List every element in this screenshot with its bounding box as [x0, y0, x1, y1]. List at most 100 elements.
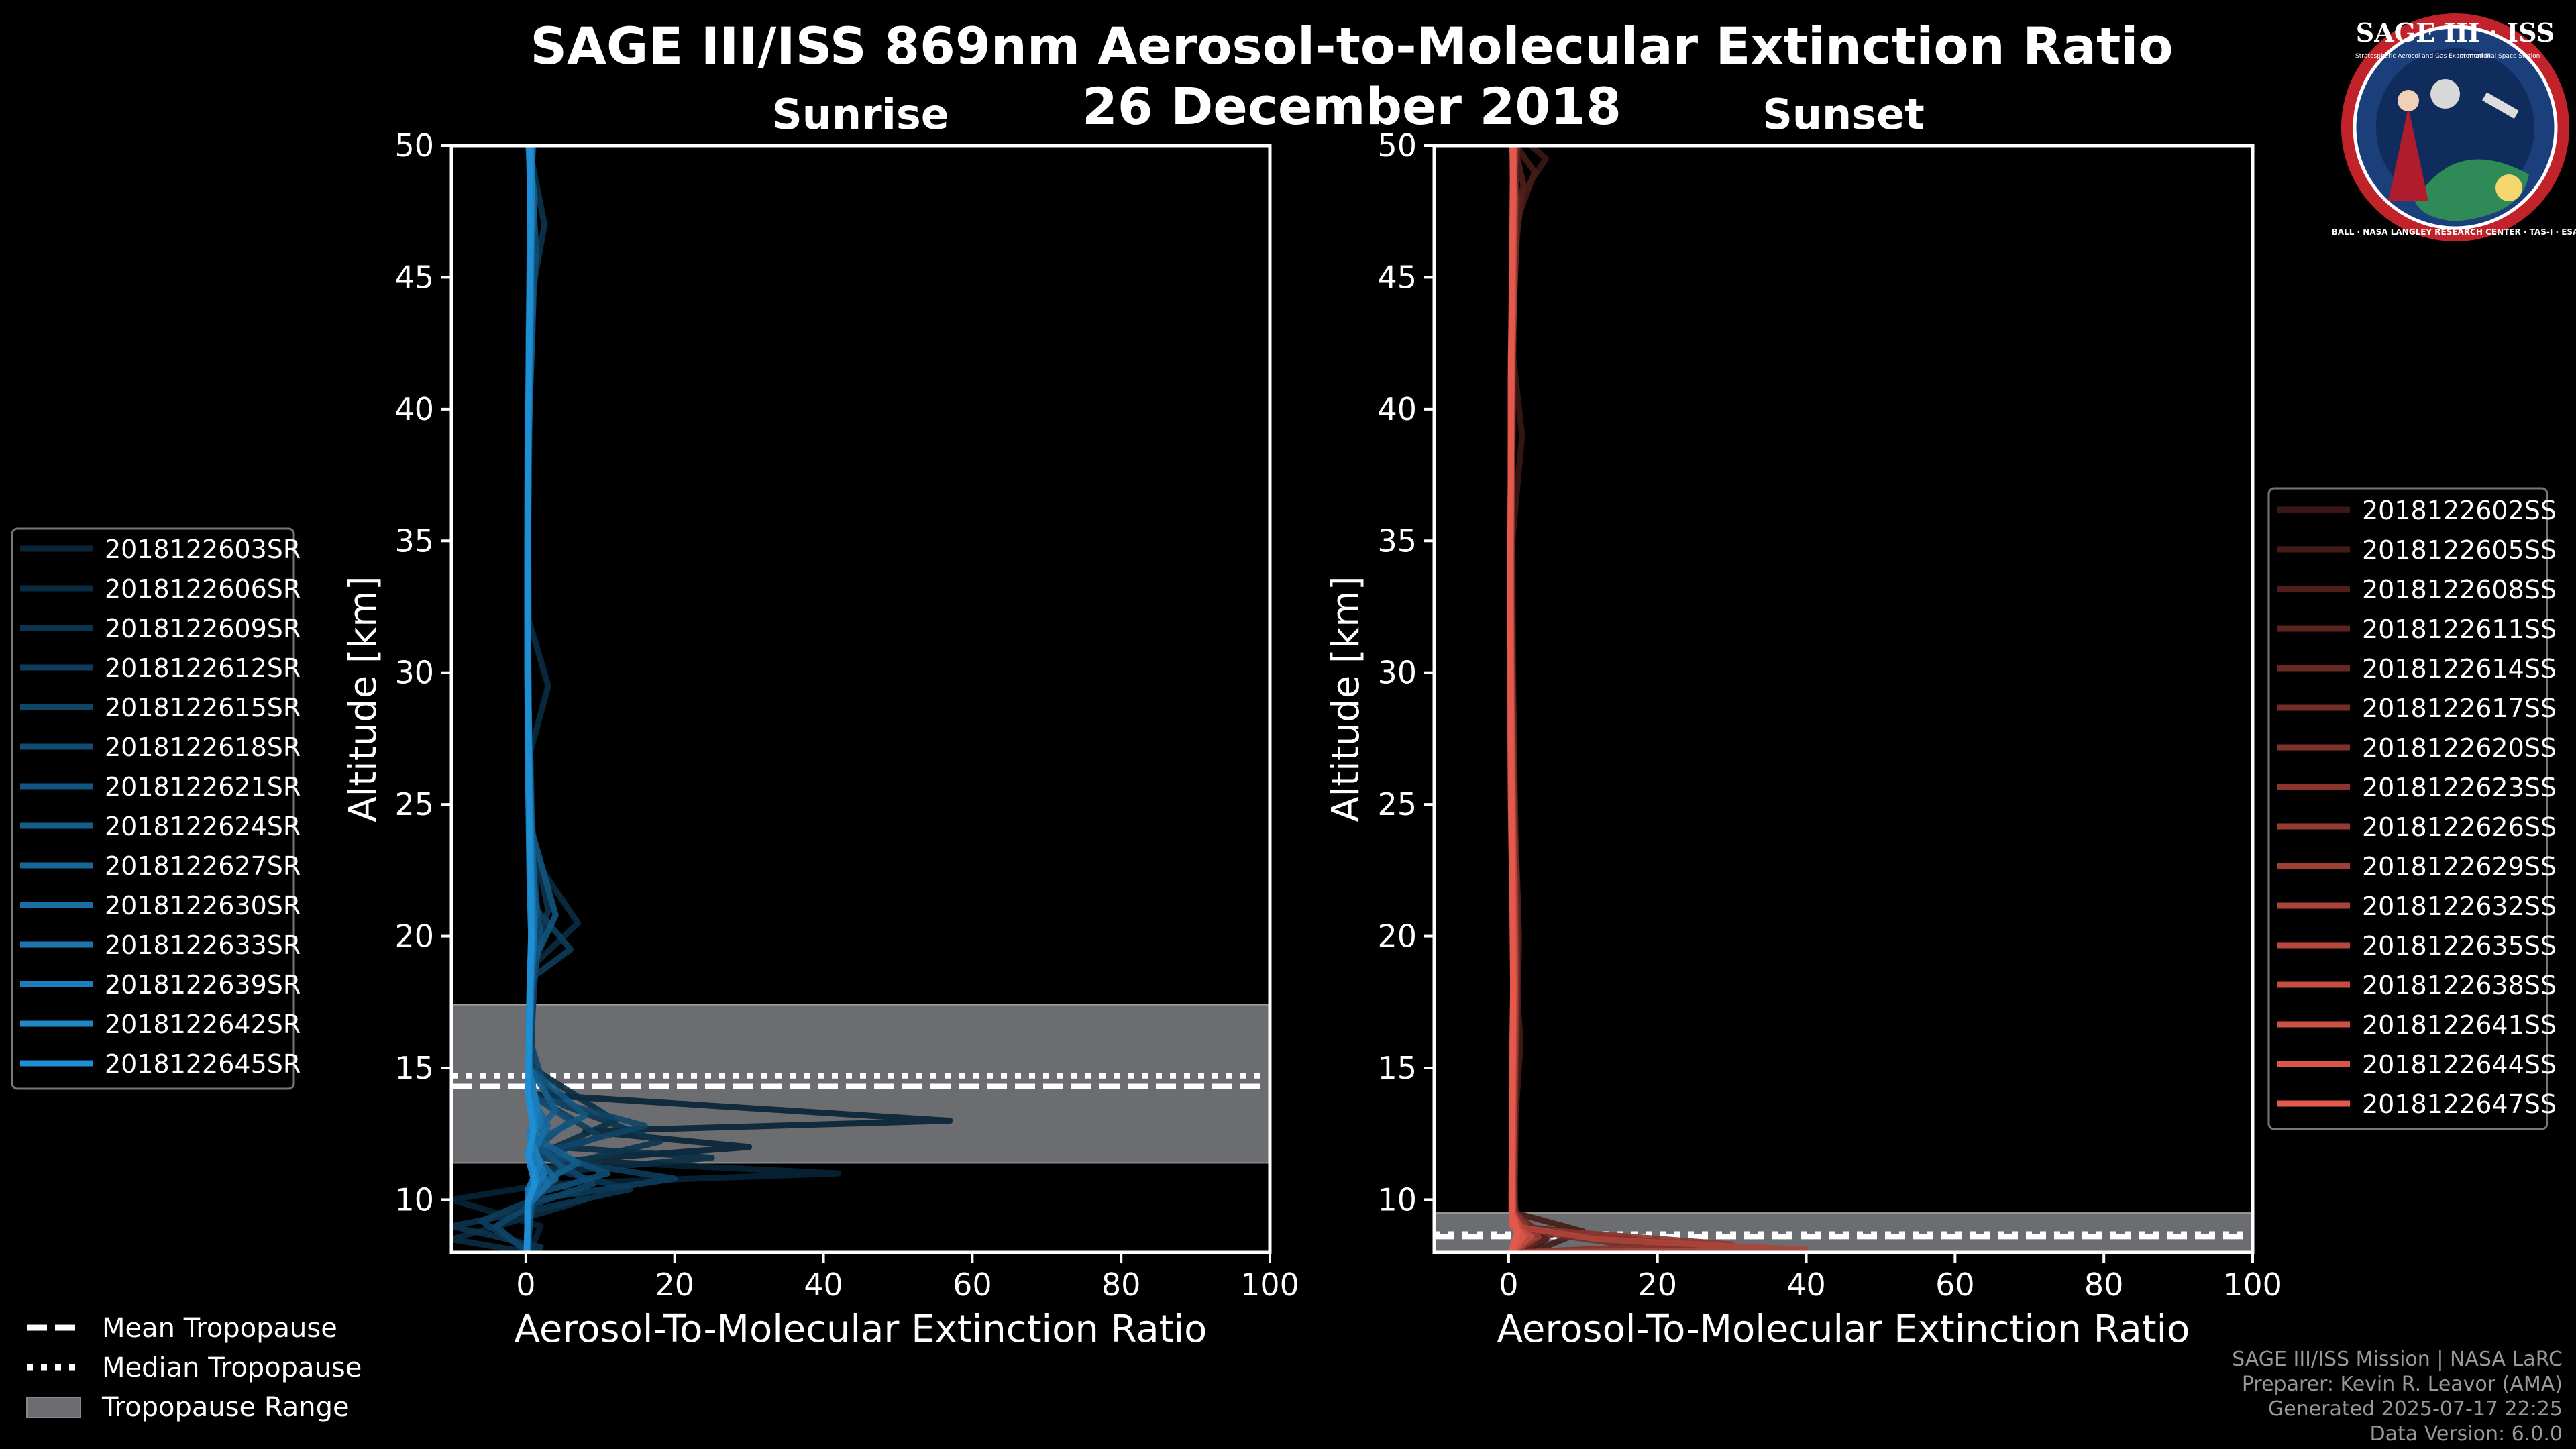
y-tick-label: 40 — [394, 391, 434, 427]
sunrise-tropopause — [451, 1004, 1271, 1164]
legend-label: 2018122629SS — [2362, 852, 2557, 881]
logo-subtitle-2: International Space Station — [2458, 53, 2540, 60]
legend-label: 2018122630SR — [105, 891, 301, 920]
y-tick-label: 35 — [394, 523, 434, 559]
y-tick-label: 25 — [1377, 786, 1417, 822]
legend-label: 2018122645SR — [105, 1049, 301, 1079]
y-tick-label: 10 — [1377, 1181, 1417, 1218]
legend-label: 2018122617SS — [2362, 694, 2557, 723]
sunrise-ticks: 0 20 40 60 80 100 10 15 20 25 30 35 40 45 50 — [394, 127, 1299, 1303]
y-tick-label: 15 — [394, 1050, 434, 1086]
legend-label: 2018122626SS — [2362, 812, 2557, 842]
x-tick-label: 20 — [1638, 1267, 1677, 1303]
x-tick-label: 40 — [1786, 1267, 1826, 1303]
legend-label: 2018122611SS — [2362, 614, 2557, 644]
legend-label: 2018122623SS — [2362, 773, 2557, 802]
logo-ring-text: BALL · NASA LANGLEY RESEARCH CENTER · TA… — [2332, 227, 2576, 237]
x-tick-label: 60 — [1935, 1267, 1975, 1303]
series-line-2018122647SS — [1507, 146, 1521, 1252]
y-tick-label: 15 — [1377, 1050, 1417, 1086]
earth-icon — [2415, 159, 2529, 221]
series-line-2018122608SS — [1508, 146, 1698, 1252]
series-line-2018122605SS — [1508, 146, 1587, 1252]
x-tick-label: 100 — [1240, 1267, 1299, 1303]
y-tick-label: 25 — [394, 786, 434, 822]
legend-label: 2018122641SS — [2362, 1010, 2557, 1040]
sunrise-series-lines — [451, 146, 953, 1252]
legend-label: 2018122639SR — [105, 970, 301, 1000]
sunset-ylabel: Altitude [km] — [1324, 576, 1368, 822]
credit-data-version: Data Version: 6.0.0 — [2370, 1422, 2563, 1446]
credit-mission: SAGE III/ISS Mission | NASA LaRC — [2232, 1348, 2563, 1371]
sunrise-ylabel: Altitude [km] — [341, 576, 385, 822]
legend-label: 2018122602SS — [2362, 496, 2557, 525]
legend-label: 2018122609SR — [105, 614, 301, 643]
tropopause-range-label: Tropopause Range — [101, 1392, 350, 1423]
mean-tropopause-label: Mean Tropopause — [102, 1313, 337, 1344]
legend-label: 2018122618SR — [105, 733, 301, 762]
figure-title: SAGE III/ISS 869nm Aerosol-to-Molecular … — [530, 16, 2173, 76]
x-tick-label: 80 — [2084, 1267, 2124, 1303]
x-tick-label: 0 — [1499, 1267, 1518, 1303]
credit-preparer: Preparer: Kevin R. Leavor (AMA) — [2242, 1373, 2563, 1396]
legend-label: 2018122642SR — [105, 1010, 301, 1039]
legend-label: 2018122605SS — [2362, 535, 2557, 565]
space-station-icon — [2482, 92, 2519, 119]
logo-subtitle: Stratospheric Aerosol and Gas Experiment… — [2355, 53, 2491, 60]
y-tick-label: 20 — [394, 918, 434, 955]
legend-label: 2018122615SR — [105, 693, 301, 722]
y-tick-label: 40 — [1377, 391, 1417, 427]
sunset-series-lines — [1507, 146, 1809, 1252]
series-line-2018122617SS — [1508, 146, 1646, 1252]
sunset-title: Sunset — [1762, 90, 1925, 139]
sunset-legend: 2018122602SS 2018122605SS 2018122608SS 2018… — [2267, 487, 2557, 1130]
moon-icon — [2430, 79, 2460, 109]
x-tick-label: 60 — [953, 1267, 992, 1303]
figure-date: 26 December 2018 — [1082, 76, 1621, 136]
logo-title: SAGE III · ISS — [2356, 17, 2555, 48]
x-tick-label: 80 — [1102, 1267, 1141, 1303]
series-line-2018122645SR — [523, 146, 538, 1252]
x-tick-label: 40 — [804, 1267, 843, 1303]
x-tick-label: 20 — [655, 1267, 694, 1303]
legend-label: 2018122632SS — [2362, 892, 2557, 921]
legend-label: 2018122644SS — [2362, 1050, 2557, 1079]
y-tick-label: 45 — [394, 259, 434, 295]
y-tick-label: 50 — [394, 127, 434, 164]
sunrise-panel: Sunrise 0 20 40 60 80 100 10 15 20 25 30 35 40 45 50 A… — [341, 90, 1299, 1351]
series-line-2018122632SS — [1507, 146, 1809, 1252]
x-tick-label: 100 — [2223, 1267, 2282, 1303]
legend-label: 2018122621SR — [105, 772, 301, 802]
x-tick-label: 0 — [516, 1267, 535, 1303]
credits: SAGE III/ISS Mission | NASA LaRC Prepare… — [2232, 1348, 2563, 1446]
sunrise-xlabel: Aerosol-To-Molecular Extinction Ratio — [515, 1307, 1208, 1351]
legend-label: 2018122624SR — [105, 812, 301, 841]
legend-label: 2018122612SR — [105, 653, 301, 683]
sunrise-legend: 2018122603SR 2018122606SR 2018122609SR 2018… — [11, 527, 301, 1090]
sunrise-title: Sunrise — [772, 90, 949, 139]
legend-label: 2018122606SR — [105, 574, 301, 604]
sun-icon — [2496, 174, 2522, 201]
legend-label: 2018122633SR — [105, 930, 301, 960]
tropopause-legend: Mean Tropopause Median Tropopause Tropop… — [26, 1313, 362, 1423]
sunset-ticks: 0 20 40 60 80 100 10 15 20 25 30 35 40 45 50 — [1377, 127, 2282, 1303]
sunrise-axes-frame — [449, 144, 1272, 1254]
sunset-axes-frame — [1432, 144, 2255, 1254]
sunset-xlabel: Aerosol-To-Molecular Extinction Ratio — [1497, 1307, 2190, 1351]
legend-label: 2018122603SR — [105, 535, 301, 564]
y-tick-label: 10 — [394, 1181, 434, 1218]
legend-label: 2018122608SS — [2362, 575, 2557, 604]
legend-label: 2018122638SS — [2362, 971, 2557, 1000]
sage-iii-iss-logo: SAGE III · ISS Stratospheric Aerosol and… — [2332, 13, 2576, 241]
figure-icon — [2388, 107, 2428, 201]
credit-generated: Generated 2025-07-17 22:25 — [2268, 1397, 2563, 1421]
tropopause-range-swatch — [26, 1397, 81, 1418]
y-tick-label: 20 — [1377, 918, 1417, 955]
y-tick-label: 45 — [1377, 259, 1417, 295]
y-tick-label: 30 — [1377, 655, 1417, 691]
legend-label: 2018122647SS — [2362, 1089, 2557, 1119]
y-tick-label: 30 — [394, 655, 434, 691]
legend-label: 2018122614SS — [2362, 654, 2557, 684]
median-tropopause-label: Median Tropopause — [102, 1352, 362, 1383]
